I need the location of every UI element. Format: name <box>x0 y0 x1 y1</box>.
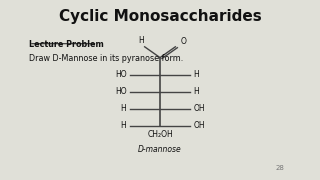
Text: H: H <box>121 122 126 130</box>
Text: H: H <box>194 70 199 79</box>
Text: OH: OH <box>194 122 205 130</box>
Text: HO: HO <box>115 87 126 96</box>
Text: Lecture Problem: Lecture Problem <box>29 40 104 49</box>
Text: HO: HO <box>115 70 126 79</box>
Text: H: H <box>139 36 144 45</box>
Text: D-mannose: D-mannose <box>138 145 182 154</box>
Text: H: H <box>194 87 199 96</box>
Text: 28: 28 <box>276 165 285 171</box>
Text: Draw D-Mannose in its pyranose form.: Draw D-Mannose in its pyranose form. <box>29 54 183 63</box>
Text: OH: OH <box>194 104 205 113</box>
Text: H: H <box>121 104 126 113</box>
Text: CH₂OH: CH₂OH <box>147 130 173 139</box>
Text: O: O <box>181 37 187 46</box>
Text: Cyclic Monosaccharides: Cyclic Monosaccharides <box>59 9 261 24</box>
